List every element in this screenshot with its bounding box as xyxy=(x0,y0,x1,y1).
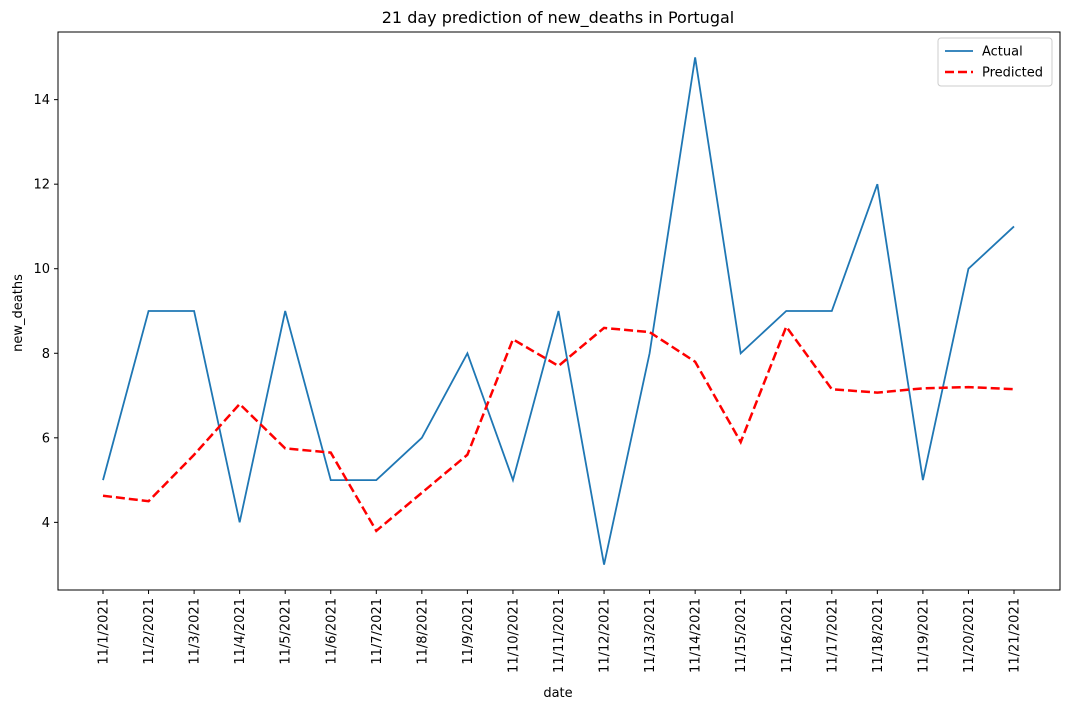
y-tick-label: 4 xyxy=(42,516,50,531)
x-tick-label: 11/8/2021 xyxy=(415,598,430,665)
x-tick-label: 11/18/2021 xyxy=(871,598,886,673)
x-tick-label: 11/14/2021 xyxy=(689,598,704,673)
plot-area: 4 6 8 10 12 14 11/1/2021 11/2/2021 11/3/2021 11/4… xyxy=(33,31,1061,673)
x-axis-title: date xyxy=(543,686,572,701)
y-tick-label: 8 xyxy=(42,347,50,362)
y-tick-label: 6 xyxy=(42,431,50,446)
x-tick-label: 11/10/2021 xyxy=(506,598,521,673)
y-tick-label: 10 xyxy=(33,262,50,277)
chart-title: 21 day prediction of new_deaths in Portu… xyxy=(382,8,734,28)
legend-label-predicted: Predicted xyxy=(982,66,1043,81)
series-line-actual xyxy=(102,57,1015,565)
legend-box xyxy=(937,37,1053,87)
y-axis-title: new_deaths xyxy=(11,274,26,352)
y-tick-label: 14 xyxy=(33,93,50,108)
x-tick-label: 11/7/2021 xyxy=(370,598,385,665)
x-tick-label: 11/6/2021 xyxy=(324,598,339,665)
series-line-predicted xyxy=(102,324,1015,533)
x-tick-label: 11/12/2021 xyxy=(598,598,613,673)
x-tick-label: 11/2/2021 xyxy=(142,598,157,665)
legend-label-actual: Actual xyxy=(982,45,1023,60)
x-tick-label: 11/19/2021 xyxy=(916,598,931,673)
x-tick-label: 11/21/2021 xyxy=(1008,598,1023,673)
y-tick-label: 12 xyxy=(33,178,50,193)
x-tick-label: 11/17/2021 xyxy=(825,598,840,673)
x-tick-label: 11/13/2021 xyxy=(643,598,658,673)
x-tick-label: 11/1/2021 xyxy=(97,598,112,665)
x-tick-label: 11/5/2021 xyxy=(279,598,294,665)
x-tick-label: 11/16/2021 xyxy=(780,598,795,673)
x-tick-label: 11/3/2021 xyxy=(188,598,203,665)
x-tick-label: 11/20/2021 xyxy=(962,598,977,673)
x-tick-label: 11/11/2021 xyxy=(552,598,567,673)
x-tick-label: 11/15/2021 xyxy=(734,598,749,673)
x-tick-label: 11/4/2021 xyxy=(233,598,248,665)
x-tick-label: 11/9/2021 xyxy=(461,598,476,665)
legend: Actual Predicted xyxy=(937,37,1053,87)
